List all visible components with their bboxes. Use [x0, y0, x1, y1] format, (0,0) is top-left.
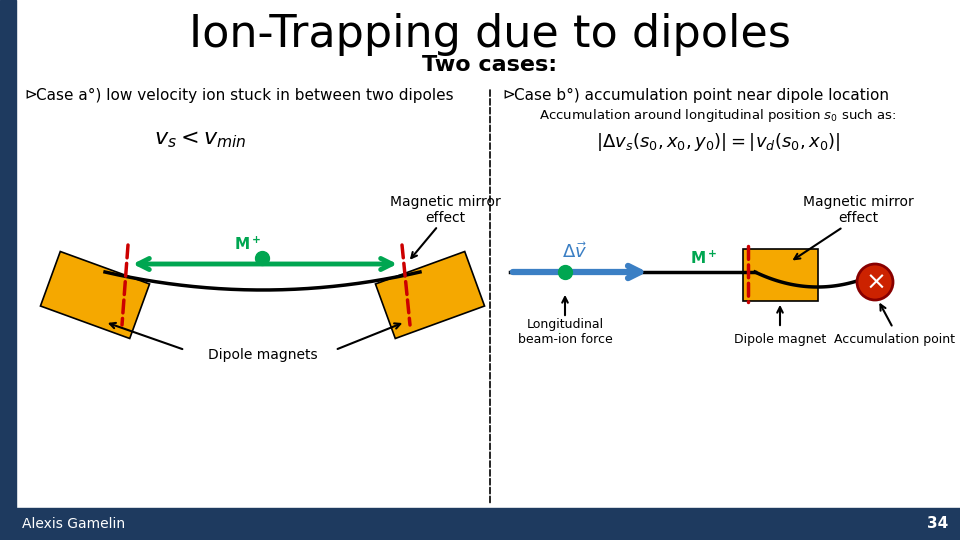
Polygon shape: [40, 252, 150, 339]
Text: $\mathbf{M^+}$: $\mathbf{M^+}$: [690, 249, 717, 267]
Text: Dipole magnets: Dipole magnets: [208, 348, 318, 362]
Text: Alexis Gamelin: Alexis Gamelin: [22, 517, 125, 531]
Polygon shape: [375, 252, 485, 339]
Text: $\vartriangleright$: $\vartriangleright$: [500, 87, 516, 103]
Text: 34: 34: [926, 516, 948, 531]
Text: $|\Delta v_s(s_0, x_0, y_0)| = |v_d(s_0, x_0)|$: $|\Delta v_s(s_0, x_0, y_0)| = |v_d(s_0,…: [596, 131, 840, 153]
Circle shape: [857, 264, 893, 300]
Text: Accumulation point: Accumulation point: [834, 334, 955, 347]
Bar: [0, 508, 960, 540]
Text: $\vartriangleright$: $\vartriangleright$: [22, 87, 38, 103]
Text: Longitudinal
beam-ion force: Longitudinal beam-ion force: [517, 318, 612, 346]
Text: $v_s < v_{min}$: $v_s < v_{min}$: [154, 130, 247, 150]
Text: Magnetic mirror
effect: Magnetic mirror effect: [803, 195, 913, 225]
Text: Case b°) accumulation point near dipole location: Case b°) accumulation point near dipole …: [514, 87, 889, 103]
Text: Magnetic mirror
effect: Magnetic mirror effect: [390, 195, 500, 225]
Text: $\times$: $\times$: [865, 270, 885, 294]
Text: Two cases:: Two cases:: [422, 55, 558, 75]
Text: $\Delta\vec{v}$: $\Delta\vec{v}$: [563, 242, 588, 262]
Polygon shape: [742, 249, 818, 301]
Text: $\mathbf{M^+}$: $\mathbf{M^+}$: [234, 235, 261, 253]
Bar: [0, 0, 16, 540]
Text: Accumulation around longitudinal position $s_0$ such as:: Accumulation around longitudinal positio…: [540, 106, 897, 124]
Text: Dipole magnet: Dipole magnet: [733, 334, 827, 347]
Text: Ion-Trapping due to dipoles: Ion-Trapping due to dipoles: [189, 12, 791, 56]
Text: Case a°) low velocity ion stuck in between two dipoles: Case a°) low velocity ion stuck in betwe…: [36, 87, 454, 103]
